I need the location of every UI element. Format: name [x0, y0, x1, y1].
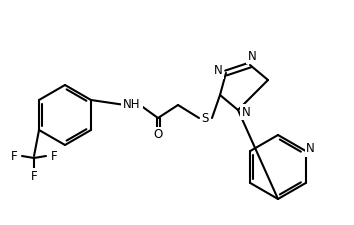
Text: N: N: [242, 106, 250, 119]
Text: N: N: [248, 50, 256, 63]
Text: N: N: [306, 142, 315, 155]
Text: NH: NH: [123, 99, 141, 112]
Text: O: O: [153, 128, 162, 142]
Text: S: S: [201, 112, 209, 124]
Text: F: F: [11, 149, 17, 162]
Text: N: N: [213, 65, 222, 77]
Text: F: F: [51, 149, 57, 162]
Text: F: F: [31, 169, 37, 182]
